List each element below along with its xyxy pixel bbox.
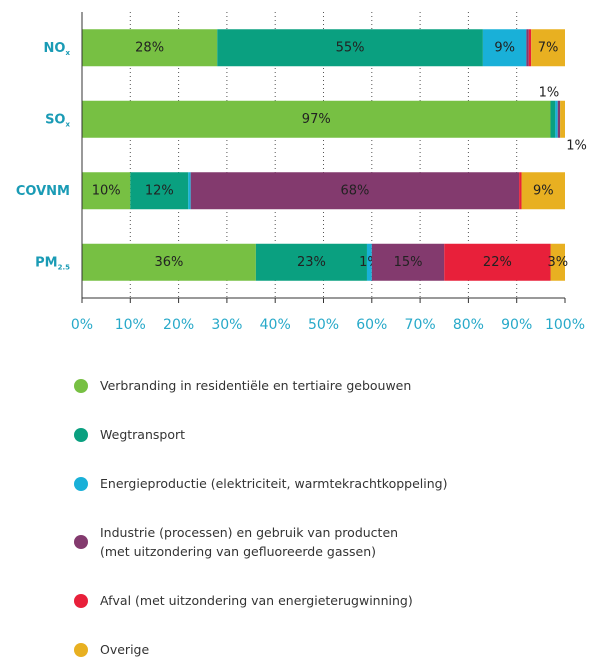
bar-segment (217, 29, 483, 67)
data-label: 9% (494, 40, 515, 55)
legend-label: Wegtransport (100, 427, 186, 442)
category-name: SO (45, 112, 65, 127)
x-tick-label: 90% (501, 317, 532, 333)
legend-swatch (74, 535, 88, 549)
legend-label: Energieproductie (elektriciteit, warmtek… (100, 476, 448, 491)
legend-swatch (74, 378, 88, 393)
bar-segment (82, 172, 131, 210)
legend-item: Afval (met uitzondering van energieterug… (74, 591, 447, 610)
x-tick-label: 80% (453, 317, 484, 333)
legend-item: Wegtransport (74, 425, 447, 444)
chart: 0% 10% 20% 30% 40% 50% 60% 70% 80% 90% 100%NOx 28% 5… (16, 12, 587, 333)
category-subscript: x (65, 120, 70, 128)
data-label: 97% (302, 112, 331, 127)
bar-segment (531, 29, 565, 67)
category-subscript: x (65, 49, 70, 57)
bar-segment (188, 172, 191, 210)
data-label: 9% (533, 183, 554, 198)
legend-swatch (74, 427, 88, 442)
legend-swatch (74, 642, 88, 657)
data-label: 10% (92, 183, 121, 198)
legend-label: Afval (met uitzondering van energieterug… (100, 593, 413, 608)
bar-segment (557, 100, 561, 138)
x-tick-label: 20% (163, 317, 194, 333)
legend-swatch (74, 476, 88, 491)
x-tick-label: 100% (545, 317, 585, 333)
category-name: PM (35, 255, 57, 270)
legend-item: Energieproductie (elektriciteit, warmtek… (74, 474, 447, 493)
data-label: 7% (538, 40, 559, 55)
legend-swatch (74, 593, 88, 608)
bar-segment (82, 29, 218, 67)
bar-segment (190, 172, 520, 210)
x-tick-label: 30% (211, 317, 242, 333)
data-label: 3% (547, 255, 568, 270)
data-label: 55% (336, 40, 365, 55)
bar-segment (82, 243, 256, 281)
bar-segment (366, 243, 372, 281)
category-label: SOx (45, 112, 70, 129)
category-subscript: 2.5 (58, 263, 71, 271)
bar-segment (82, 100, 551, 138)
legend-label: Industrie (processen) en gebruik van pro… (100, 525, 399, 559)
bar-segment (550, 243, 565, 281)
bar-segment (560, 100, 565, 138)
bar-segment (528, 29, 532, 67)
bar-segment (130, 172, 189, 210)
data-label: 23% (297, 255, 326, 270)
bar-segment (521, 172, 565, 210)
x-tick-label: 0% (71, 317, 93, 333)
x-tick-label: 70% (405, 317, 436, 333)
data-label: 36% (154, 255, 183, 270)
x-tick-label: 40% (260, 317, 291, 333)
x-tick-label: 60% (356, 317, 387, 333)
category-name: COVNM (16, 183, 70, 198)
legend: Verbranding in residentiële en tertiaire… (74, 376, 447, 659)
bar-segment (482, 29, 527, 67)
data-label: 1% (539, 85, 560, 100)
bar-segment (519, 172, 522, 210)
data-label: 28% (135, 40, 164, 55)
data-label: 68% (340, 183, 369, 198)
legend-item: Verbranding in residentiële en tertiaire… (74, 376, 447, 395)
x-tick-label: 10% (115, 317, 146, 333)
data-label: 22% (483, 255, 512, 270)
data-label: 15% (394, 255, 423, 270)
legend-label: Verbranding in residentiële en tertiaire… (100, 378, 412, 393)
bar-segment (255, 243, 367, 281)
x-tick-label: 50% (308, 317, 339, 333)
category-label: COVNM (16, 183, 70, 198)
category-label: PM2.5 (35, 255, 70, 272)
category-name: NO (44, 40, 66, 55)
data-label: 1% (566, 138, 587, 153)
legend-item: Industrie (processen) en gebruik van pro… (74, 523, 447, 561)
bar-segment (371, 243, 445, 281)
bar-segment (555, 100, 558, 138)
legend-item: Overige (74, 640, 447, 659)
data-label: 12% (145, 183, 174, 198)
legend-label: Overige (100, 642, 150, 657)
bar-segment (526, 29, 529, 67)
category-label: NOx (44, 40, 71, 57)
bar-segment (550, 100, 556, 138)
bar-segment (444, 243, 551, 281)
